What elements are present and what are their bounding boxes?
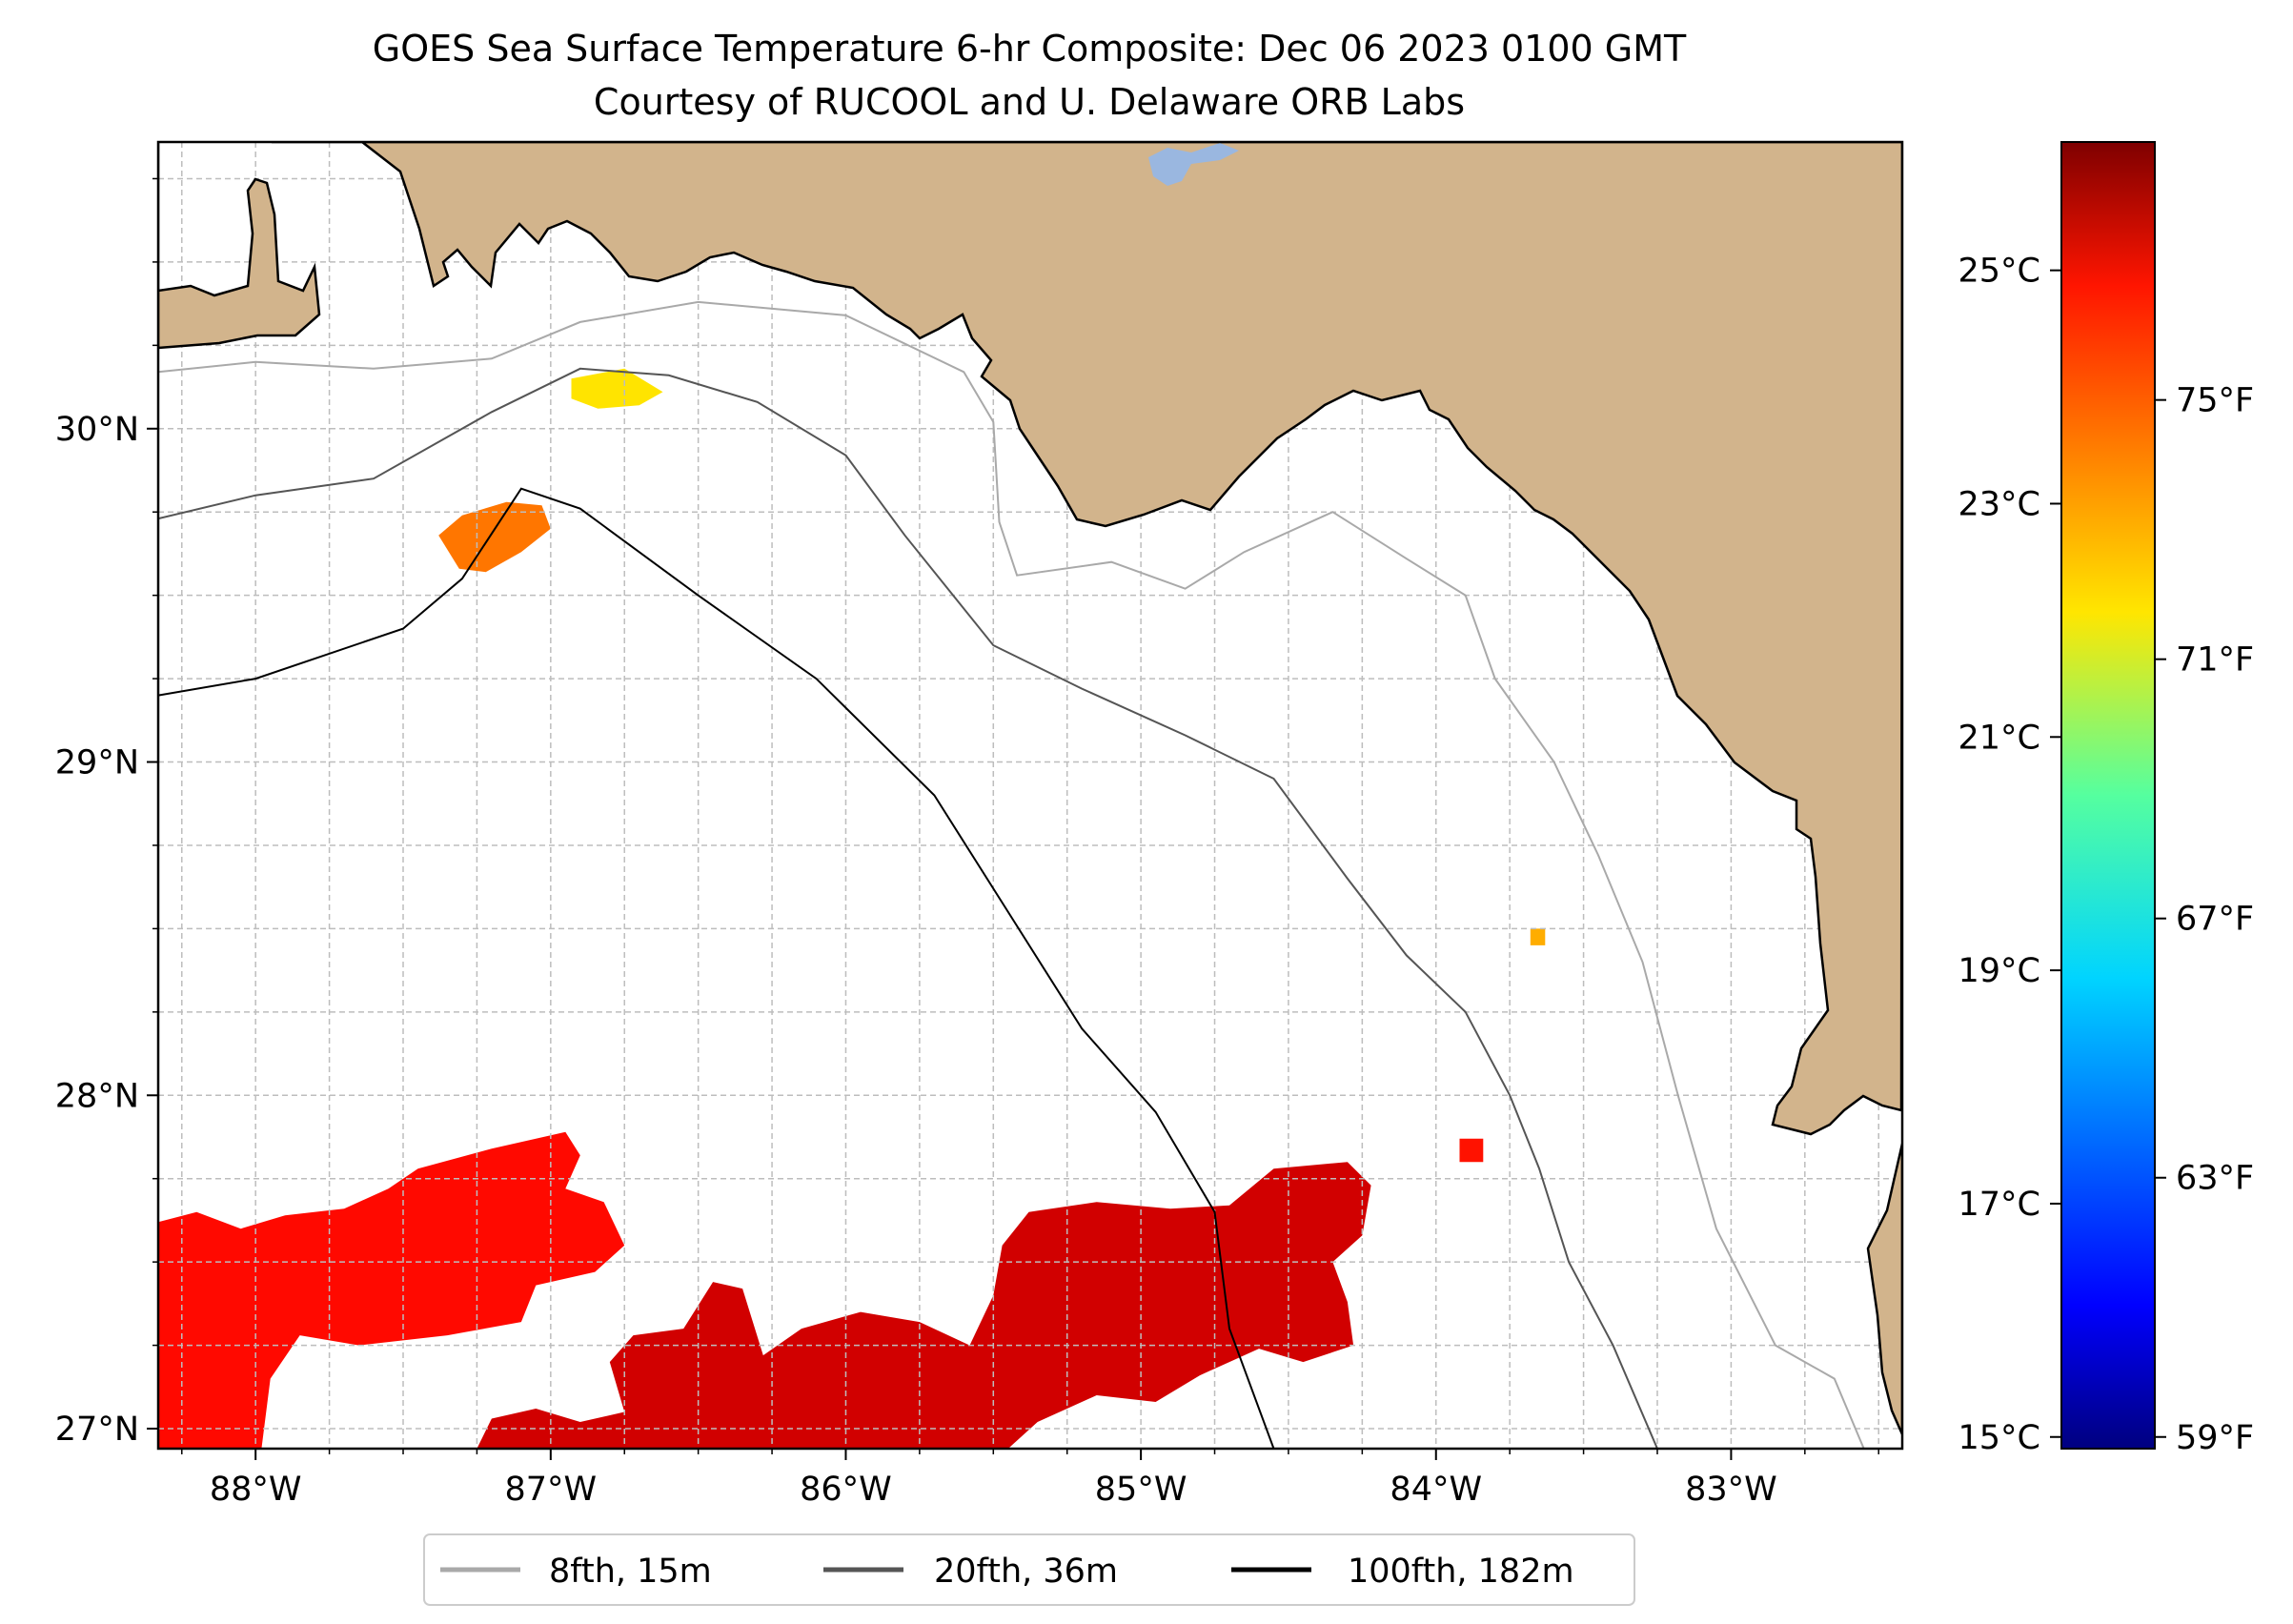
- map-frame: [156, 140, 1904, 1451]
- cbar-celsius-label: 15°C: [1958, 1419, 2040, 1457]
- longitude-ticks: 88°W 87°W 86°W 85°W 84°W 83°W: [181, 1449, 1879, 1509]
- sst-patch-small-east-spot: [1530, 928, 1546, 945]
- latitude-ticks: 27°N 28°N 29°N 30°N: [55, 177, 158, 1449]
- contour-8fth: [158, 300, 1865, 1449]
- map-area: [158, 142, 1902, 1449]
- contour-20fth: [158, 367, 1658, 1449]
- lon-tick-label: 83°W: [1685, 1471, 1777, 1509]
- cbar-fahrenheit-label: 71°F: [2176, 641, 2254, 680]
- sst-patch-sw-cluster: [158, 1131, 625, 1449]
- lon-tick-label: 87°W: [504, 1471, 597, 1509]
- cbar-celsius-label: 19°C: [1958, 952, 2040, 990]
- lon-tick-label: 84°W: [1390, 1471, 1482, 1509]
- legend-label-8fth: 8fth, 15m: [549, 1553, 712, 1591]
- cbar-fahrenheit-label: 63°F: [2176, 1160, 2254, 1198]
- cbar-fahrenheit-label: 59°F: [2176, 1419, 2254, 1457]
- title-line-2: Courtesy of RUCOOL and U. Delaware ORB L…: [594, 81, 1465, 123]
- colorbar-celsius-ticks: 15°C 17°C 19°C 21°C 23°C 25°C: [1958, 253, 2061, 1457]
- cbar-fahrenheit-label: 67°F: [2176, 901, 2254, 939]
- lon-tick-label: 85°W: [1095, 1471, 1187, 1509]
- sst-patch-small-south-spot: [1459, 1138, 1484, 1163]
- gridlines: [158, 142, 1902, 1449]
- title-line-1: GOES Sea Surface Temperature 6-hr Compos…: [373, 28, 1687, 70]
- lat-tick-label: 30°N: [55, 411, 139, 449]
- cbar-celsius-label: 25°C: [1958, 253, 2040, 291]
- land-mass: [158, 142, 1902, 1435]
- cbar-celsius-label: 21°C: [1958, 719, 2040, 757]
- colorbar-gradient: [2060, 141, 2156, 1450]
- lat-tick-label: 28°N: [55, 1077, 139, 1115]
- lat-tick-label: 29°N: [55, 744, 139, 782]
- cbar-fahrenheit-label: 75°F: [2176, 382, 2254, 420]
- lon-tick-label: 86°W: [800, 1471, 892, 1509]
- legend-label-100fth: 100fth, 182m: [1348, 1553, 1574, 1591]
- cbar-celsius-label: 23°C: [1958, 485, 2040, 523]
- sst-patch-nearshore-blob: [571, 368, 663, 409]
- colorbar: 15°C 17°C 19°C 21°C 23°C 25°C 59°F 63°F 67°F 71°…: [1958, 141, 2254, 1457]
- sst-patch-north-central-blob: [438, 501, 551, 573]
- colorbar-fahrenheit-ticks: 59°F 63°F 67°F 71°F 75°F: [2155, 382, 2254, 1457]
- lon-tick-label: 88°W: [210, 1471, 302, 1509]
- sst-patch-south-center-cluster: [477, 1162, 1371, 1449]
- lat-tick-label: 27°N: [55, 1411, 139, 1449]
- legend-box: [423, 1533, 1635, 1606]
- legend: 8fth, 15m 20fth, 36m 100fth, 182m: [423, 1533, 1635, 1606]
- contour-100fth: [158, 487, 1275, 1449]
- legend-label-20fth: 20fth, 36m: [934, 1553, 1118, 1591]
- sst-layer: [158, 368, 1546, 1449]
- lake: [1148, 143, 1239, 186]
- cbar-celsius-label: 17°C: [1958, 1186, 2040, 1224]
